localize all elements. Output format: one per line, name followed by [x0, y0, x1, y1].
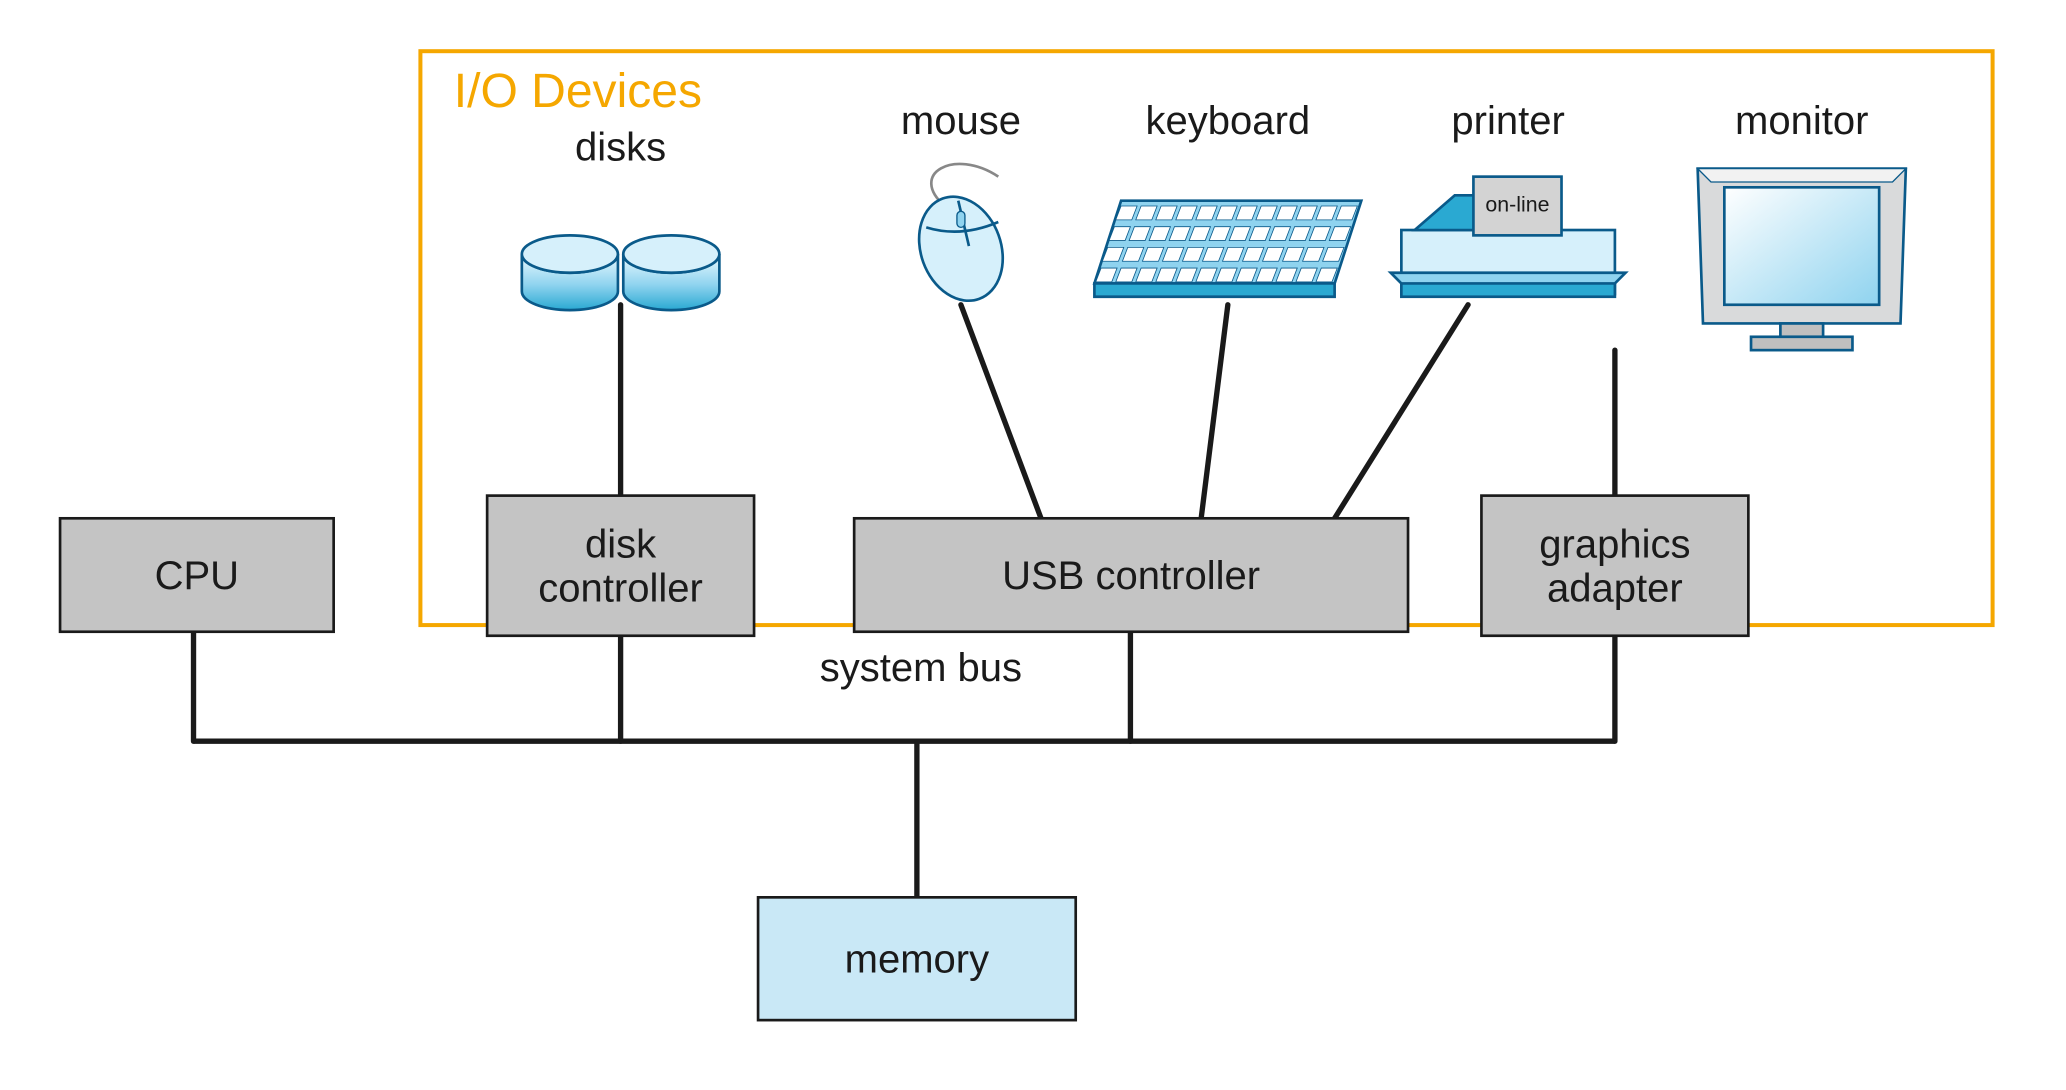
- mouse-icon: [905, 164, 1017, 313]
- system-bus-label: system bus: [820, 646, 1022, 690]
- keyboard-label: keyboard: [1146, 99, 1311, 143]
- usbctrl-label: USB controller: [1002, 554, 1260, 598]
- printer-icon: on-line: [1391, 177, 1626, 297]
- connector: [1335, 305, 1468, 519]
- connector: [1201, 305, 1228, 519]
- connector: [961, 305, 1041, 519]
- monitor-label: monitor: [1735, 99, 1868, 143]
- mouse-label: mouse: [901, 99, 1021, 143]
- cpu-label: CPU: [155, 554, 240, 598]
- keyboard-icon: [1094, 201, 1361, 297]
- disks-icon: [522, 235, 720, 310]
- printer-label: printer: [1451, 99, 1564, 143]
- gfx-label: graphicsadapter: [1539, 523, 1690, 611]
- printer-badge: on-line: [1485, 192, 1549, 216]
- io-devices-label: I/O Devices: [454, 65, 702, 118]
- memory-label: memory: [845, 938, 990, 982]
- monitor-icon: [1698, 169, 1906, 351]
- disks-label: disks: [575, 126, 666, 170]
